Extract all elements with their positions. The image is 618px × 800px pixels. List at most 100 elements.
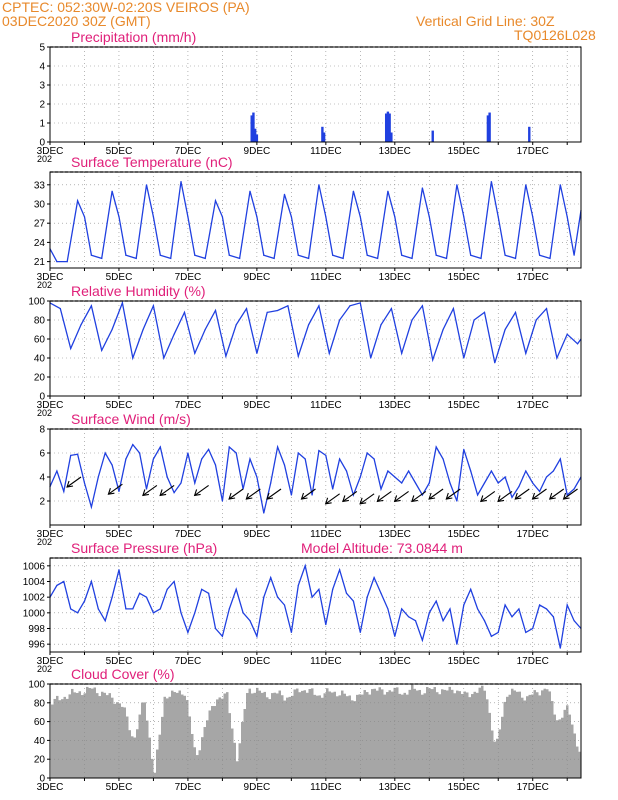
wind-point <box>187 452 189 454</box>
wind-point <box>159 446 161 448</box>
rh-point <box>442 328 444 331</box>
y-tick-label: 80 <box>34 316 46 327</box>
cloud-bar <box>133 737 136 778</box>
cloud-bar <box>163 696 166 778</box>
cloud-bar <box>81 695 84 778</box>
pressure-point <box>490 635 492 637</box>
cloud-bar <box>371 689 374 778</box>
pressure-point <box>456 643 458 645</box>
y-tick-label: 27 <box>34 219 46 230</box>
cloud-bar <box>83 693 86 778</box>
pressure-point <box>504 604 506 606</box>
y-tick-label: 0 <box>39 774 45 785</box>
cloud-bar <box>186 700 189 778</box>
cloud-bar <box>156 749 159 778</box>
rh-point <box>380 324 382 326</box>
pressure-point <box>463 604 465 606</box>
wind-point <box>380 488 382 490</box>
pressure-point <box>187 631 189 634</box>
rh-point <box>566 333 568 335</box>
x-tick-label: 9DEC <box>244 656 271 667</box>
wind-point <box>145 488 148 490</box>
wind-arrowhead <box>142 489 149 497</box>
cloud-bar <box>253 692 256 778</box>
x-tick-label: 9DEC <box>244 529 271 540</box>
rh-point <box>525 352 527 354</box>
pressure-point <box>525 631 527 634</box>
pressure-point <box>290 631 292 634</box>
temp-point <box>83 216 86 218</box>
pressure-point <box>359 631 361 634</box>
y-tick-label: 4 <box>39 473 45 484</box>
pressure-series-line <box>49 563 582 649</box>
x-tick-label: 17DEC <box>517 400 549 411</box>
wind-arrowhead <box>324 497 332 505</box>
cloud-bar <box>436 692 439 778</box>
temp-point <box>256 216 258 218</box>
cloud-bar <box>423 693 426 778</box>
cloud-bar <box>438 694 441 778</box>
y-tick-label: 24 <box>34 238 46 249</box>
wind-point <box>221 500 224 502</box>
pressure-point <box>483 620 486 622</box>
temp-point <box>214 200 217 202</box>
x-tick-label: 3DEC <box>37 529 64 540</box>
precip-bar <box>255 134 259 142</box>
wind-point <box>539 490 541 492</box>
rh-point <box>245 308 248 310</box>
rh-point <box>370 357 372 359</box>
temp-panel: 21 24 27 30 33 3DEC 5DEC 7DEC 9DEC 11DEC 13DEC 15DE… <box>34 154 582 290</box>
pressure-point <box>311 596 313 598</box>
wind-point <box>173 492 175 494</box>
temp-point <box>263 254 265 256</box>
y-tick-label: 996 <box>28 640 45 651</box>
wind-point <box>318 450 320 452</box>
cloud-bar <box>528 694 531 778</box>
pressure-point <box>566 604 568 606</box>
y-tick-label: 21 <box>34 257 46 268</box>
wind-point <box>70 454 72 456</box>
pressure-point <box>545 608 548 610</box>
rh-point <box>90 305 92 307</box>
x-tick-label: 15DEC <box>448 656 480 667</box>
wind-vector <box>359 493 375 505</box>
pressure-point <box>159 608 161 610</box>
cloud-bar <box>523 700 526 778</box>
x-tick-label: 13DEC <box>379 146 411 157</box>
temp-point <box>480 257 482 259</box>
cloud-bar <box>431 689 434 778</box>
rh-point <box>121 302 124 304</box>
temp-point <box>66 261 68 263</box>
cloud-bar <box>331 692 334 778</box>
wind-vector <box>108 483 123 495</box>
temp-point <box>504 254 506 256</box>
wind-point <box>166 476 168 478</box>
precip-bar <box>250 115 253 142</box>
rh-point <box>101 349 103 351</box>
cloud-bar <box>153 772 156 778</box>
cloud-bar <box>358 694 361 778</box>
cloud-bar <box>56 695 59 778</box>
cloud-bar <box>411 684 414 778</box>
x-tick-label: 11DEC <box>310 529 342 540</box>
cloud-bar <box>503 701 506 778</box>
pressure-point <box>449 608 451 610</box>
wind-arrowhead <box>359 497 367 505</box>
cloud-bar <box>116 702 119 778</box>
wind-vector <box>377 490 392 502</box>
cloud-bar <box>218 697 221 778</box>
temp-point <box>56 261 58 263</box>
cloud-bar <box>221 698 224 778</box>
wind-point <box>428 482 430 484</box>
cloud-bar <box>491 730 494 778</box>
x-tick-label: 13DEC <box>379 656 411 667</box>
cloud-bar <box>343 693 346 778</box>
wind-series-line <box>49 443 582 514</box>
rh-point <box>494 362 496 364</box>
x-tick-label: 5DEC <box>106 656 133 667</box>
temp-point <box>290 216 292 218</box>
cloud-bar <box>261 692 264 778</box>
cloud-bar <box>123 707 126 778</box>
cloud-bar <box>516 691 519 778</box>
pressure-point <box>125 608 127 610</box>
